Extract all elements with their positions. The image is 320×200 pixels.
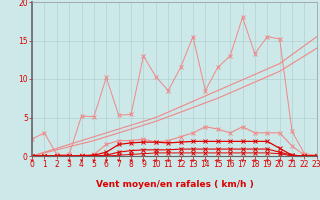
X-axis label: Vent moyen/en rafales ( km/h ): Vent moyen/en rafales ( km/h ): [96, 180, 253, 189]
